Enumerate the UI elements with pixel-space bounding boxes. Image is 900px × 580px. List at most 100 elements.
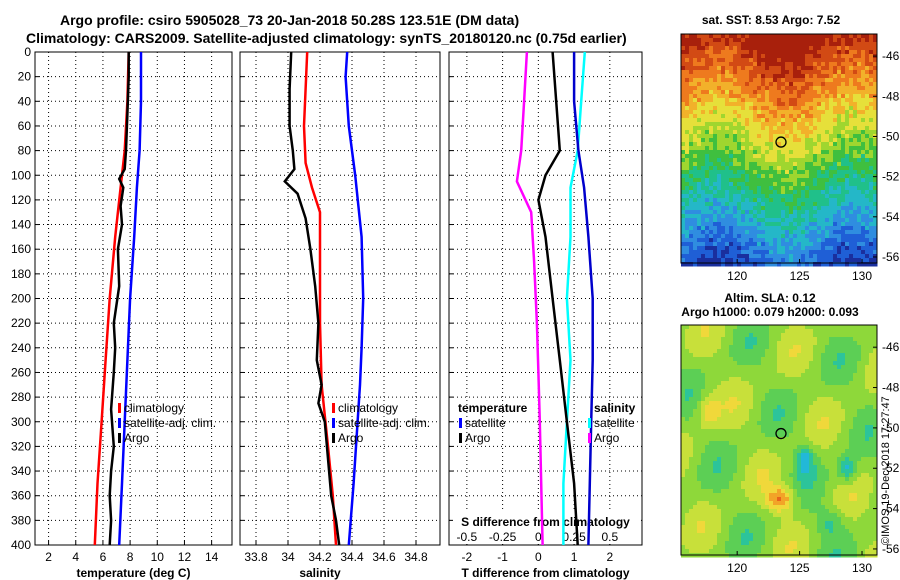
difference-legend-salinity-title: salinity bbox=[594, 401, 636, 415]
salinity-legend-2: Argo bbox=[338, 431, 364, 445]
temperature-tick-label-x: 4 bbox=[72, 550, 79, 564]
difference-tick-label-x: 2 bbox=[606, 550, 613, 564]
salinity-line-satellite-adj-clim- bbox=[344, 51, 365, 546]
temperature-tick-label-x: 6 bbox=[100, 550, 107, 564]
difference-tick-label-x: -2 bbox=[462, 550, 473, 564]
temperature-line-satellite-adj-clim- bbox=[117, 52, 143, 546]
sst-map-title: sat. SST: 8.53 Argo: 7.52 bbox=[702, 13, 841, 27]
sla-map-tick-label-y: -56 bbox=[882, 542, 900, 556]
difference-legend-t-0: satellite bbox=[465, 416, 506, 430]
temperature-tick-label-y: 160 bbox=[11, 242, 31, 256]
temperature-tick-label-x: 12 bbox=[178, 550, 192, 564]
difference-s-axis-box bbox=[453, 511, 638, 544]
sst-map-argo-marker bbox=[775, 136, 787, 148]
temperature-tick-label-y: 120 bbox=[11, 193, 31, 207]
difference-line-t-argo bbox=[537, 51, 579, 546]
temperature-legend-0-swatch bbox=[118, 403, 121, 413]
title-line-1: Argo profile: csiro 5905028_73 20-Jan-20… bbox=[60, 12, 520, 28]
sla-map-tick-label-x: 130 bbox=[852, 561, 872, 575]
difference-legend-s-1: Argo bbox=[594, 431, 620, 445]
difference-s-tick-label: -0.25 bbox=[489, 530, 517, 544]
difference-legend-t-1-swatch bbox=[459, 433, 462, 443]
sla-map-heatmap bbox=[681, 325, 878, 558]
temperature-axis-label: temperature (deg C) bbox=[76, 566, 190, 580]
sla-map-title-2: Argo h1000: 0.079 h2000: 0.093 bbox=[681, 305, 859, 319]
temperature-tick-label-y: 0 bbox=[24, 45, 31, 59]
temperature-tick-label-y: 340 bbox=[11, 464, 31, 478]
sla-map-tick-label-y: -52 bbox=[882, 461, 900, 475]
salinity-tick-label-x: 34.4 bbox=[340, 550, 364, 564]
salinity-legend-2-swatch bbox=[332, 433, 335, 443]
sst-map-tick-label-y: -52 bbox=[882, 170, 900, 184]
difference-line-t-satellite bbox=[562, 51, 587, 545]
temperature-legend-2: Argo bbox=[124, 431, 150, 445]
sst-map-tick-label-y: -46 bbox=[882, 49, 900, 63]
temperature-legend-2-swatch bbox=[118, 433, 121, 443]
temperature-legend-0: climatology bbox=[124, 401, 184, 415]
sst-map-tick-label-y: -50 bbox=[882, 129, 900, 143]
temperature-tick-label-y: 60 bbox=[18, 119, 32, 133]
temperature-tick-label-y: 140 bbox=[11, 218, 31, 232]
sla-map-title-1: Altim. SLA: 0.12 bbox=[724, 291, 816, 305]
difference-s-tick-label: 0.5 bbox=[601, 530, 618, 544]
temperature-tick-label-y: 360 bbox=[11, 489, 31, 503]
sla-map-tick-label-y: -48 bbox=[882, 381, 900, 395]
salinity-legend-1-swatch bbox=[332, 418, 335, 428]
temperature-legend-1-swatch bbox=[118, 418, 121, 428]
sst-map-heatmap bbox=[681, 34, 878, 267]
salinity-tick-label-x: 34.6 bbox=[372, 550, 396, 564]
salinity-legend-0-swatch bbox=[332, 403, 335, 413]
temperature-tick-label-y: 100 bbox=[11, 168, 31, 182]
sst-map-tick-label-y: -56 bbox=[882, 250, 900, 264]
sla-map-tick-label-y: -54 bbox=[882, 502, 900, 516]
difference-s-tick-label: 0.25 bbox=[562, 530, 586, 544]
temperature-tick-label-x: 10 bbox=[151, 550, 165, 564]
sla-map-argo-marker bbox=[775, 427, 787, 440]
sst-map-tick-label-x: 120 bbox=[727, 269, 747, 283]
difference-s-axis-label: S difference from climatology bbox=[461, 515, 630, 529]
temperature-tick-label-y: 200 bbox=[11, 292, 31, 306]
title-line-2: Climatology: CARS2009. Satellite-adjuste… bbox=[26, 30, 627, 46]
temperature-tick-label-x: 8 bbox=[127, 550, 134, 564]
difference-legend-s-0-swatch bbox=[588, 418, 591, 428]
difference-legend-s-0: satellite bbox=[594, 416, 635, 430]
temperature-tick-label-y: 300 bbox=[11, 415, 31, 429]
salinity-legend-1: satellite-adj. clim. bbox=[338, 416, 430, 430]
sst-map-tick-label-x: 125 bbox=[790, 269, 810, 283]
salinity-tick-label-x: 34 bbox=[281, 550, 295, 564]
salinity-legend-0: climatology bbox=[338, 401, 398, 415]
difference-legend-t-0-swatch bbox=[459, 418, 462, 428]
sst-map-tick-label-y: -48 bbox=[882, 89, 900, 103]
salinity-axis-label: salinity bbox=[299, 566, 341, 580]
difference-legend-s-1-swatch bbox=[588, 433, 591, 443]
temperature-tick-label-y: 380 bbox=[11, 513, 31, 527]
sla-map-tick-label-y: -46 bbox=[882, 340, 900, 354]
temperature-tick-label-x: 2 bbox=[45, 550, 52, 564]
salinity-line-argo bbox=[283, 51, 341, 546]
sla-map-tick-label-x: 120 bbox=[727, 561, 747, 575]
temperature-tick-label-x: 14 bbox=[205, 550, 219, 564]
difference-line-s-argo bbox=[515, 51, 544, 546]
temperature-tick-label-y: 320 bbox=[11, 439, 31, 453]
salinity-tick-label-x: 34.8 bbox=[404, 550, 428, 564]
difference-axis-label: T difference from climatology bbox=[461, 566, 629, 580]
difference-legend-temperature-title: temperature bbox=[458, 401, 528, 415]
imos-watermark: ©IMOS 19-Dec-2018 17:27:47 bbox=[880, 396, 892, 545]
temperature-tick-label-y: 180 bbox=[11, 267, 31, 281]
difference-tick-label-x: 0 bbox=[535, 550, 542, 564]
sla-map-tick-label-x: 125 bbox=[790, 561, 810, 575]
temperature-frame bbox=[34, 51, 233, 546]
difference-tick-label-x: 1 bbox=[571, 550, 578, 564]
difference-s-tick-label: -0.5 bbox=[457, 530, 478, 544]
sst-map-frame bbox=[680, 33, 878, 264]
temperature-tick-label-y: 240 bbox=[11, 341, 31, 355]
temperature-tick-label-y: 260 bbox=[11, 365, 31, 379]
temperature-legend-1: satellite-adj. clim. bbox=[124, 416, 216, 430]
temperature-tick-label-y: 40 bbox=[18, 94, 32, 108]
salinity-tick-label-x: 33.8 bbox=[244, 550, 268, 564]
difference-legend-t-1: Argo bbox=[465, 431, 491, 445]
temperature-tick-label-y: 280 bbox=[11, 390, 31, 404]
sla-map-tick-label-y: -50 bbox=[882, 421, 900, 435]
sst-map-tick-label-x: 130 bbox=[852, 269, 872, 283]
